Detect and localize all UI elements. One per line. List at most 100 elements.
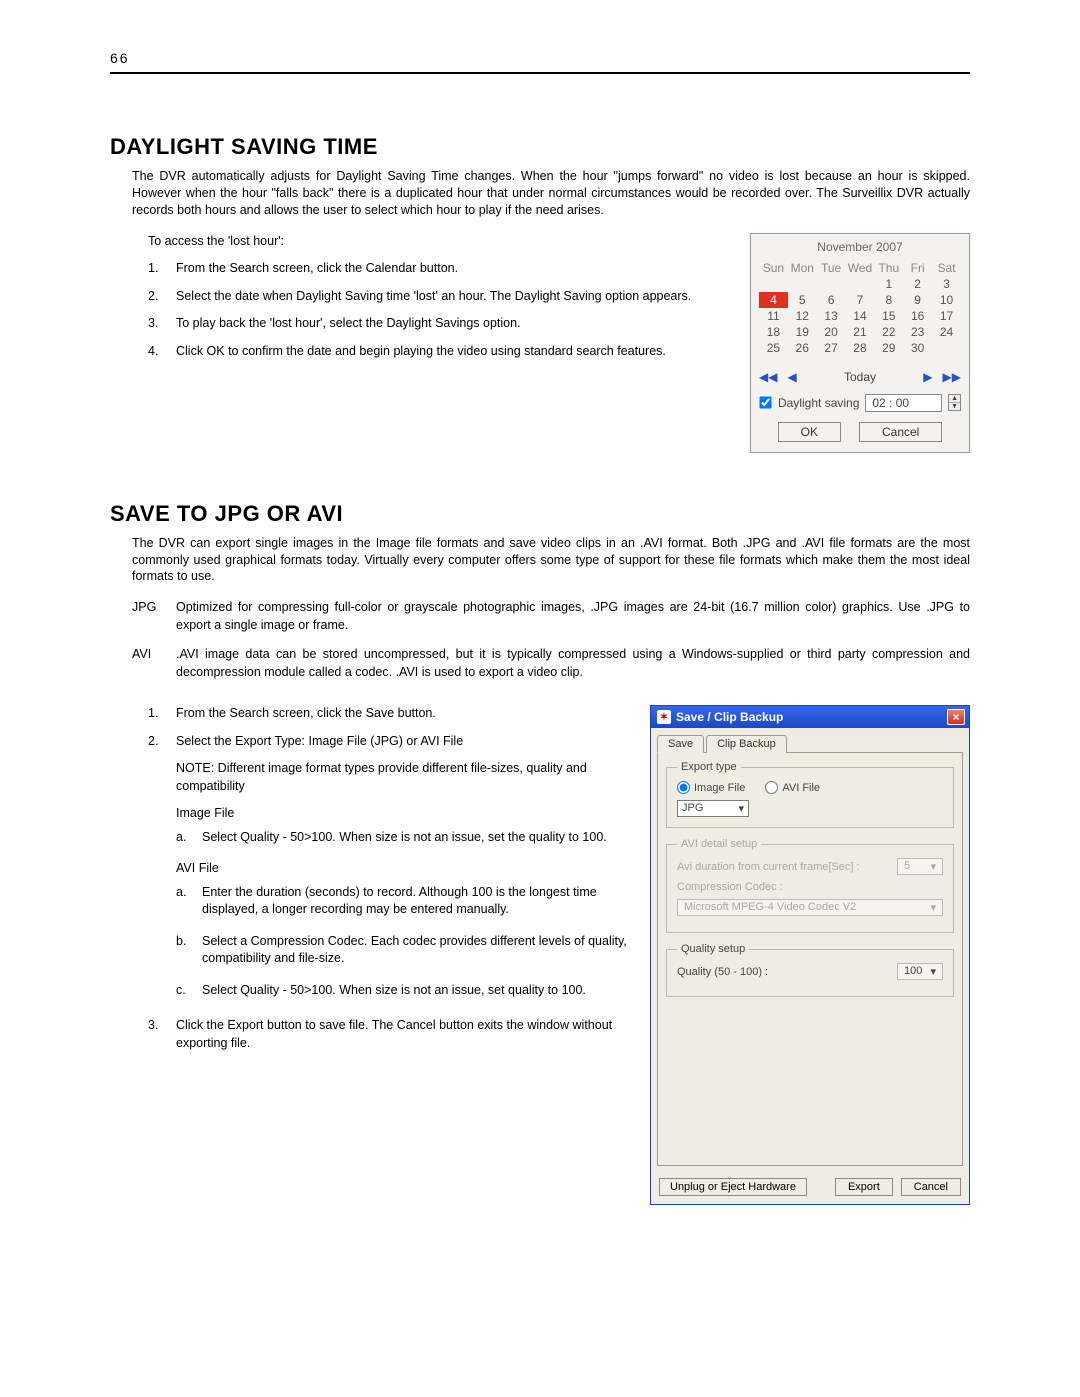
calendar-cancel-button[interactable]: Cancel xyxy=(859,422,942,442)
format-select[interactable]: JPG▾ xyxy=(677,800,749,817)
calendar-day-cell[interactable]: 4 xyxy=(759,292,788,308)
export-type-legend: Export type xyxy=(677,761,741,773)
calendar-day-cell[interactable]: 24 xyxy=(932,324,961,340)
calendar-day-cell[interactable]: 30 xyxy=(903,340,932,356)
calendar-day-cell[interactable]: 12 xyxy=(788,308,817,324)
dialog-close-button[interactable]: × xyxy=(947,709,965,725)
export-type-group: Export type Image File AVI File JPG▾ xyxy=(666,761,954,828)
imagefile-heading: Image File xyxy=(176,805,630,823)
calendar-grid: SunMonTueWedThuFriSat 123456789101112131… xyxy=(759,260,961,356)
tab-save[interactable]: Save xyxy=(657,735,704,753)
term-avi: AVI xyxy=(132,646,176,681)
calendar-day-cell[interactable]: 19 xyxy=(788,324,817,340)
calendar-day-cell xyxy=(759,276,788,292)
calendar-month: November 2007 xyxy=(759,240,961,254)
calendar-day-cell[interactable]: 18 xyxy=(759,324,788,340)
dialog-cancel-button[interactable]: Cancel xyxy=(901,1178,961,1196)
section1-step-1: From the Search screen, click the Calend… xyxy=(176,260,458,278)
section1-intro: The DVR automatically adjusts for Daylig… xyxy=(132,168,970,219)
term-avi-desc: .AVI image data can be stored uncompress… xyxy=(176,646,970,681)
calendar-day-cell xyxy=(788,276,817,292)
calendar-day-cell[interactable]: 23 xyxy=(903,324,932,340)
section1-step-2: Select the date when Daylight Saving tim… xyxy=(176,288,691,306)
term-jpg-desc: Optimized for compressing full-color or … xyxy=(176,599,970,634)
quality-label: Quality (50 - 100) : xyxy=(677,966,889,978)
dst-checkbox[interactable] xyxy=(759,396,771,408)
calendar-day-cell[interactable]: 11 xyxy=(759,308,788,324)
section2-step-2: Select the Export Type: Image File (JPG)… xyxy=(176,733,463,751)
dst-time-spinner[interactable]: ▲▼ xyxy=(948,394,961,411)
dialog-tabs: Save Clip Backup xyxy=(651,728,969,752)
calendar-day-cell[interactable]: 1 xyxy=(874,276,903,292)
export-button[interactable]: Export xyxy=(835,1178,893,1196)
calendar-day-cell xyxy=(846,276,875,292)
calendar-day-cell[interactable]: 16 xyxy=(903,308,932,324)
calendar-nav-last[interactable]: ▶▶ xyxy=(943,370,961,384)
calendar-nav-next[interactable]: ▶ xyxy=(923,370,932,384)
calendar-day-cell[interactable]: 8 xyxy=(874,292,903,308)
calendar-day-header: Sat xyxy=(932,260,961,276)
calendar-day-cell[interactable]: 20 xyxy=(817,324,846,340)
calendar-day-cell[interactable]: 10 xyxy=(932,292,961,308)
section1-steps: 1.From the Search screen, click the Cale… xyxy=(148,260,730,360)
calendar-day-cell xyxy=(932,340,961,356)
avi-detail-legend: AVI detail setup xyxy=(677,838,761,850)
calendar-day-header: Mon xyxy=(788,260,817,276)
calendar-day-cell[interactable]: 15 xyxy=(874,308,903,324)
calendar-day-cell[interactable]: 28 xyxy=(846,340,875,356)
calendar-day-cell[interactable]: 9 xyxy=(903,292,932,308)
section2-title: SAVE TO JPG OR AVI xyxy=(110,501,970,527)
calendar-day-cell[interactable]: 13 xyxy=(817,308,846,324)
tab-clip-backup[interactable]: Clip Backup xyxy=(706,735,787,753)
calendar-day-cell[interactable]: 2 xyxy=(903,276,932,292)
quality-group: Quality setup Quality (50 - 100) : 100▾ xyxy=(666,943,954,997)
calendar-nav-prev[interactable]: ◀ xyxy=(787,370,796,384)
quality-value[interactable]: 100▾ xyxy=(897,963,943,980)
calendar-day-cell[interactable]: 7 xyxy=(846,292,875,308)
calendar-today[interactable]: Today xyxy=(807,370,914,384)
calendar-panel: November 2007 SunMonTueWedThuFriSat 1234… xyxy=(750,233,970,453)
calendar-day-cell[interactable]: 26 xyxy=(788,340,817,356)
calendar-day-cell[interactable]: 27 xyxy=(817,340,846,356)
calendar-day-header: Tue xyxy=(817,260,846,276)
avi-duration-value: 5▾ xyxy=(897,858,943,875)
eject-hardware-button[interactable]: Unplug or Eject Hardware xyxy=(659,1178,807,1196)
avifile-item-a: Enter the duration (seconds) to record. … xyxy=(202,884,630,919)
top-rule xyxy=(110,72,970,74)
avifile-item-b: Select a Compression Codec. Each codec p… xyxy=(202,933,630,968)
section2-step-1: From the Search screen, click the Save b… xyxy=(176,705,436,723)
section1-title: DAYLIGHT SAVING TIME xyxy=(110,134,970,160)
calendar-day-header: Thu xyxy=(874,260,903,276)
section1-lead: To access the 'lost hour': xyxy=(148,233,730,251)
dialog-app-icon: ✶ xyxy=(657,710,671,724)
dialog-titlebar: ✶ Save / Clip Backup × xyxy=(651,706,969,728)
section2-step-3: Click the Export button to save file. Th… xyxy=(176,1017,630,1052)
avi-detail-group: AVI detail setup Avi duration from curre… xyxy=(666,838,954,933)
calendar-day-cell[interactable]: 17 xyxy=(932,308,961,324)
calendar-day-cell[interactable]: 21 xyxy=(846,324,875,340)
avifile-item-c: Select Quality - 50>100. When size is no… xyxy=(202,982,586,1000)
calendar-nav: ◀◀ ◀ Today ▶ ▶▶ xyxy=(759,370,961,384)
calendar-day-cell[interactable]: 22 xyxy=(874,324,903,340)
section2-note: NOTE: Different image format types provi… xyxy=(176,760,630,795)
calendar-day-cell[interactable]: 3 xyxy=(932,276,961,292)
calendar-ok-button[interactable]: OK xyxy=(778,422,841,442)
radio-avi-file[interactable]: AVI File xyxy=(765,781,820,794)
calendar-day-cell[interactable]: 6 xyxy=(817,292,846,308)
section2-intro: The DVR can export single images in the … xyxy=(132,535,970,586)
radio-image-file[interactable]: Image File xyxy=(677,781,745,794)
calendar-day-cell[interactable]: 5 xyxy=(788,292,817,308)
dst-label: Daylight saving xyxy=(778,396,859,410)
calendar-day-cell[interactable]: 14 xyxy=(846,308,875,324)
dialog-title: Save / Clip Backup xyxy=(676,710,783,724)
save-dialog: ✶ Save / Clip Backup × Save Clip Backup … xyxy=(650,705,970,1205)
avifile-heading: AVI File xyxy=(176,860,630,878)
calendar-nav-first[interactable]: ◀◀ xyxy=(759,370,777,384)
calendar-day-cell[interactable]: 25 xyxy=(759,340,788,356)
calendar-day-cell xyxy=(817,276,846,292)
calendar-day-cell[interactable]: 29 xyxy=(874,340,903,356)
imagefile-item-a: Select Quality - 50>100. When size is no… xyxy=(202,829,607,847)
dst-time-field[interactable]: 02 : 00 xyxy=(865,394,942,412)
page-number: 66 xyxy=(110,50,970,66)
calendar-day-header: Sun xyxy=(759,260,788,276)
